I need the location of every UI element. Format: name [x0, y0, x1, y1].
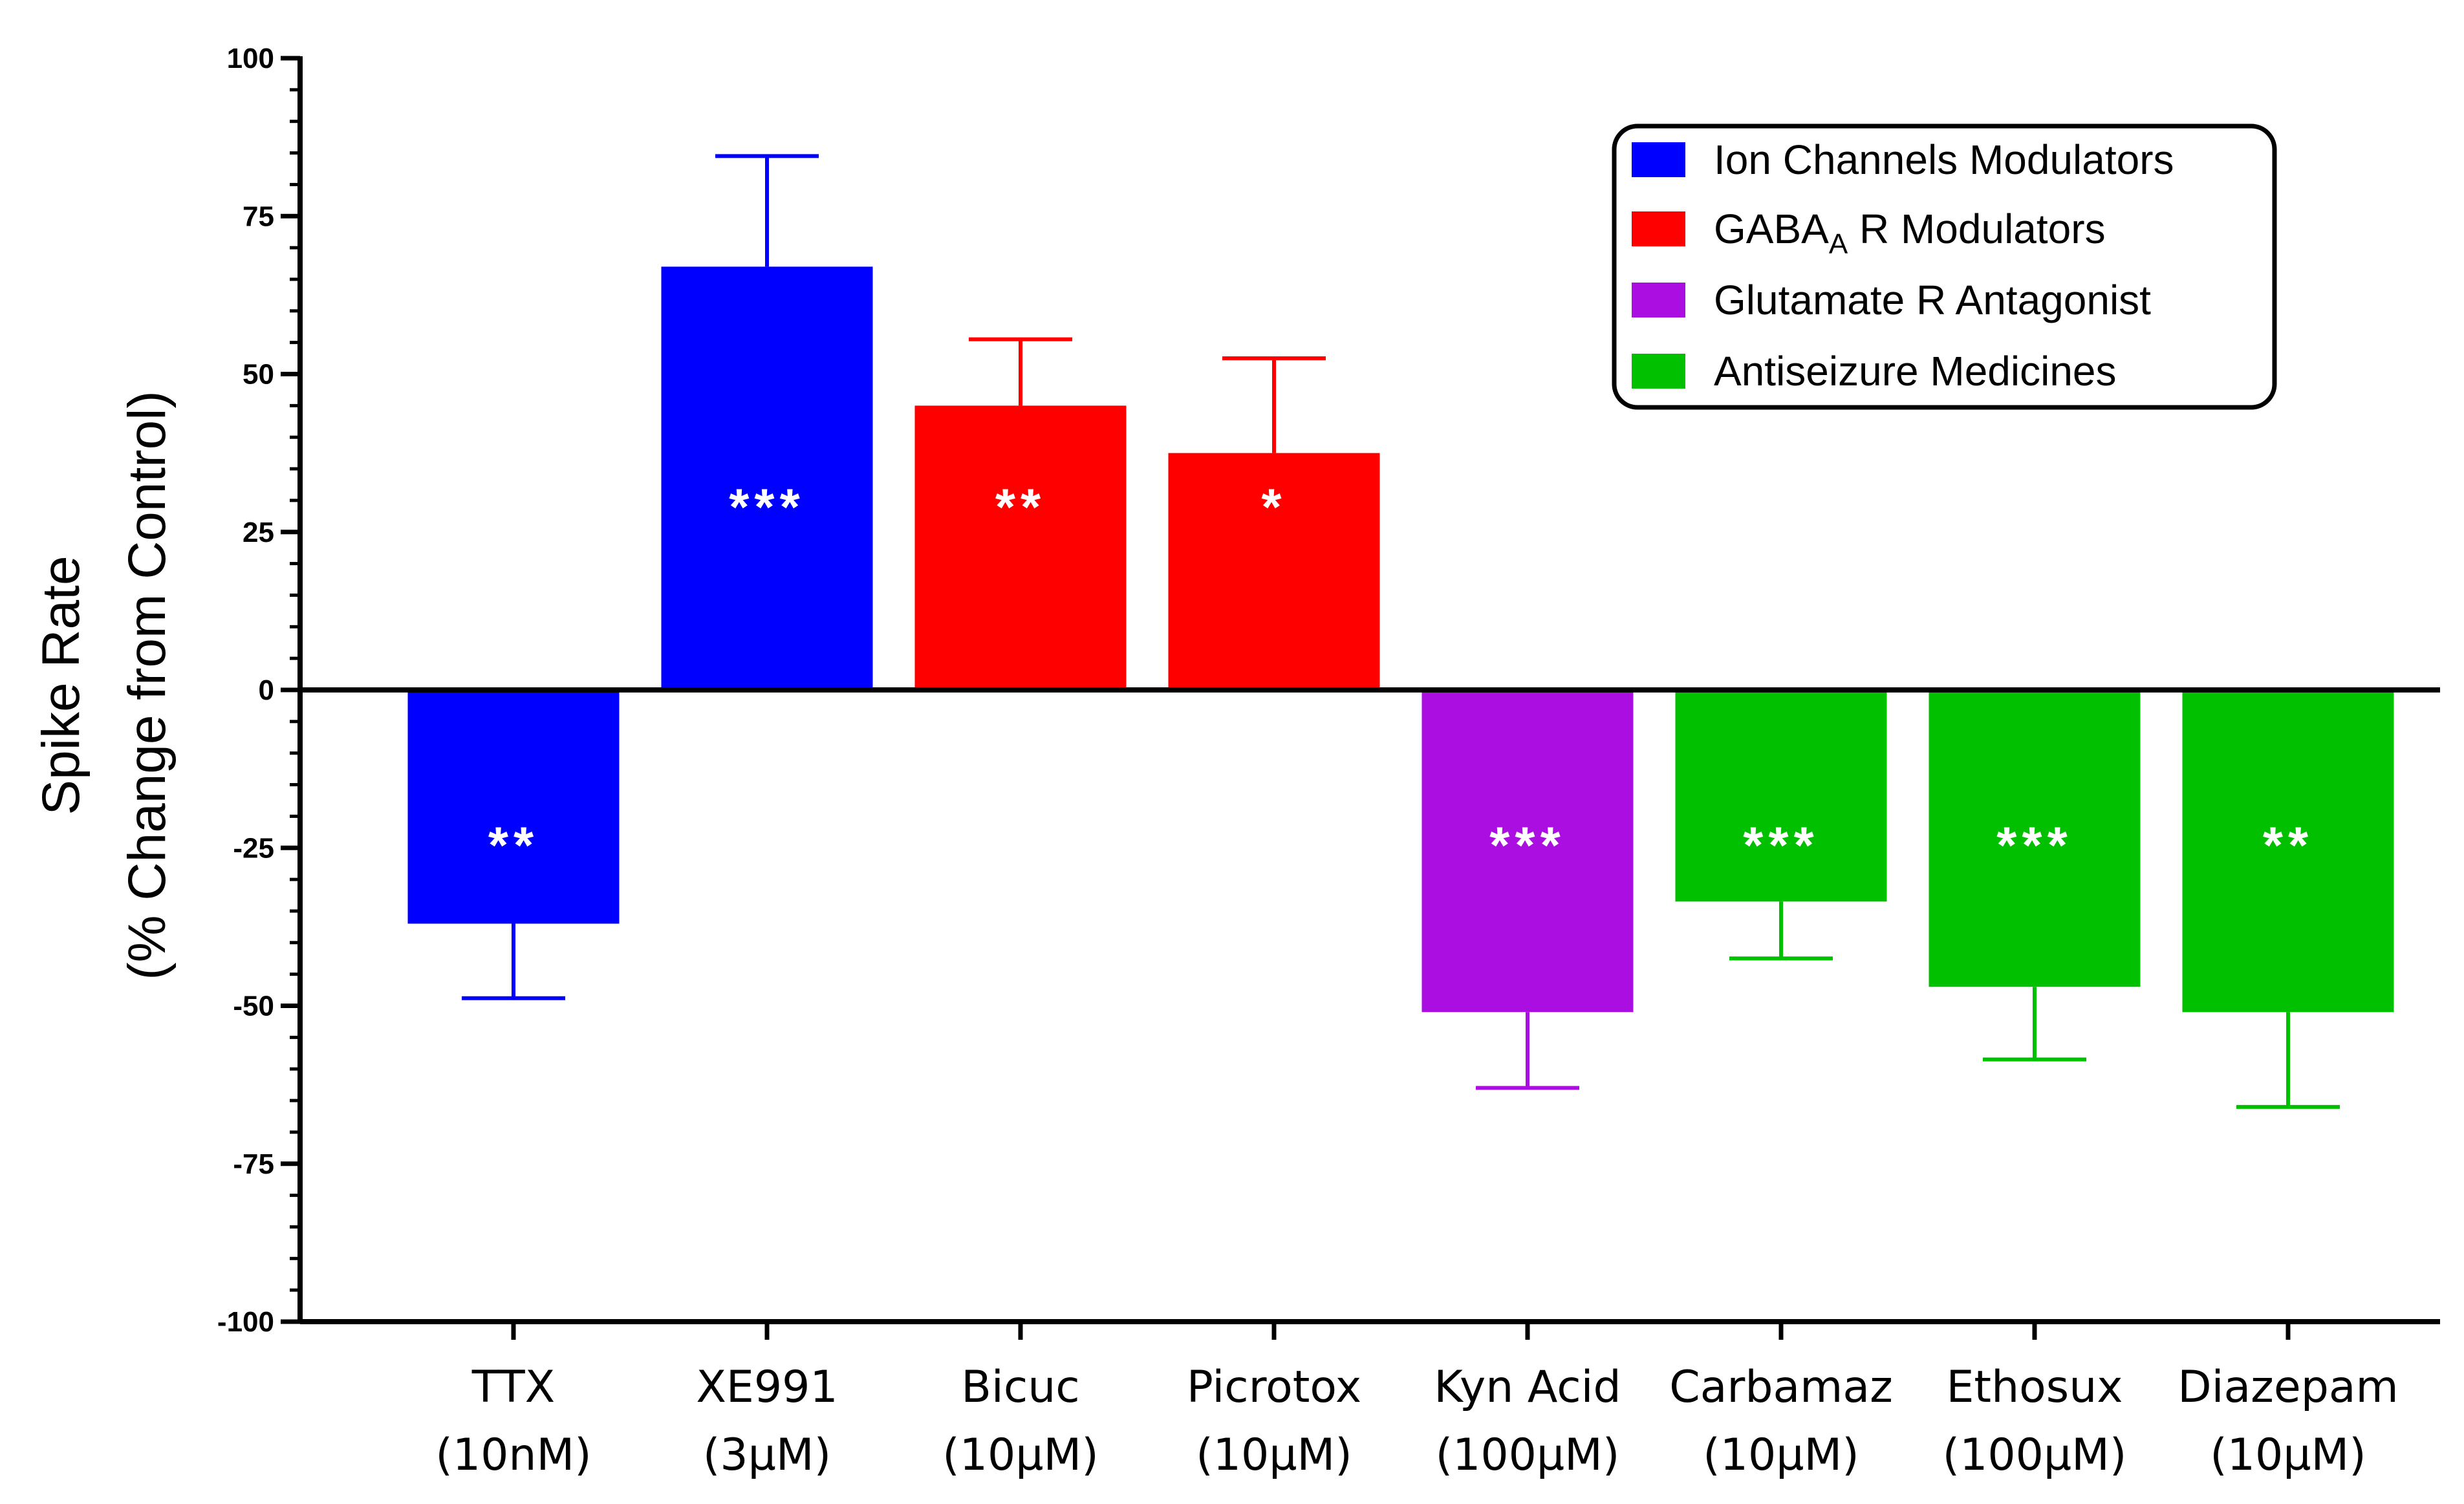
significance-label: ** [2263, 816, 2313, 874]
y-tick-label: -25 [233, 832, 274, 864]
significance-label: *** [729, 478, 805, 536]
significance-label: ** [488, 816, 539, 874]
legend-label-1: GABAA R Modulators [1714, 206, 2106, 260]
bar-6 [1929, 690, 2141, 987]
bar-5 [1675, 690, 1887, 902]
x-tick-dose: (100µM) [1943, 1430, 2127, 1481]
x-tick-label: Diazepam [2178, 1362, 2399, 1413]
x-tick-dose: (10µM) [1703, 1430, 1859, 1481]
x-tick-dose: (10nM) [435, 1430, 591, 1481]
significance-label: *** [1996, 816, 2072, 874]
y-tick-label: -100 [217, 1306, 274, 1338]
legend-swatch-1 [1632, 211, 1685, 246]
legend-swatch-3 [1632, 354, 1685, 389]
x-tick-label: Picrotox [1187, 1362, 1361, 1413]
legend-label-text: Antiseizure Medicines [1714, 348, 2117, 394]
y-tick-label: 0 [259, 674, 274, 706]
x-tick-label: Ethosux [1946, 1362, 2123, 1413]
legend-label-text: Glutamate R Antagonist [1714, 277, 2151, 323]
x-tick-label: Kyn Acid [1434, 1362, 1621, 1413]
significance-label: *** [1489, 816, 1565, 874]
bar-3 [1168, 453, 1380, 690]
x-tick-dose: (100µM) [1436, 1430, 1620, 1481]
x-tick-label: Bicuc [961, 1362, 1079, 1413]
x-tick-dose: (10µM) [2210, 1430, 2366, 1481]
x-tick-label: TTX [471, 1362, 555, 1413]
y-tick-label: 50 [243, 359, 274, 391]
legend-label-subscript: A [1829, 228, 1848, 260]
bars-layer [407, 154, 2394, 1109]
legend-label-text: GABA [1714, 206, 1829, 252]
legend-swatch-0 [1632, 142, 1685, 177]
x-tick-dose: (10µM) [1196, 1430, 1352, 1481]
x-tick-label: XE991 [696, 1362, 838, 1413]
bar-1 [661, 266, 873, 690]
y-tick-label: 25 [243, 517, 274, 548]
legend-label-rest: R Modulators [1848, 206, 2105, 252]
x-tick-dose: (3µM) [703, 1430, 831, 1481]
significance-label: * [1261, 478, 1286, 536]
significance-label: ** [995, 478, 1046, 536]
labels-layer: ** TTX (10nM) *** XE991 (3µM) ** Bicuc (10µM) * Pi… [32, 43, 2399, 1481]
bar-4 [1421, 690, 1634, 1013]
legend: Ion Channels Modulators GABAA R Modulator… [1612, 124, 2277, 410]
legend-label-2: Glutamate R Antagonist [1714, 277, 2151, 323]
bar-2 [914, 405, 1127, 690]
x-tick-dose: (10µM) [942, 1430, 1099, 1481]
y-tick-label: 100 [227, 43, 274, 74]
significance-label: *** [1743, 816, 1819, 874]
legend-box [1612, 124, 2277, 410]
legend-swatch-2 [1632, 283, 1685, 317]
legend-label-text: Ion Channels Modulators [1714, 136, 2174, 183]
bar-7 [2182, 690, 2394, 1013]
y-axis-subtitle: (% Change from Control) [118, 391, 177, 980]
y-tick-label: -75 [233, 1148, 274, 1180]
axes-layer [281, 56, 2440, 1340]
y-axis-title: Spike Rate [32, 555, 91, 815]
y-tick-label: 75 [243, 200, 274, 232]
bar-0 [407, 690, 620, 924]
y-tick-label: -50 [233, 991, 274, 1022]
legend-label-0: Ion Channels Modulators [1714, 136, 2174, 183]
legend-label-3: Antiseizure Medicines [1714, 348, 2117, 394]
x-tick-label: Carbamaz [1669, 1362, 1893, 1413]
